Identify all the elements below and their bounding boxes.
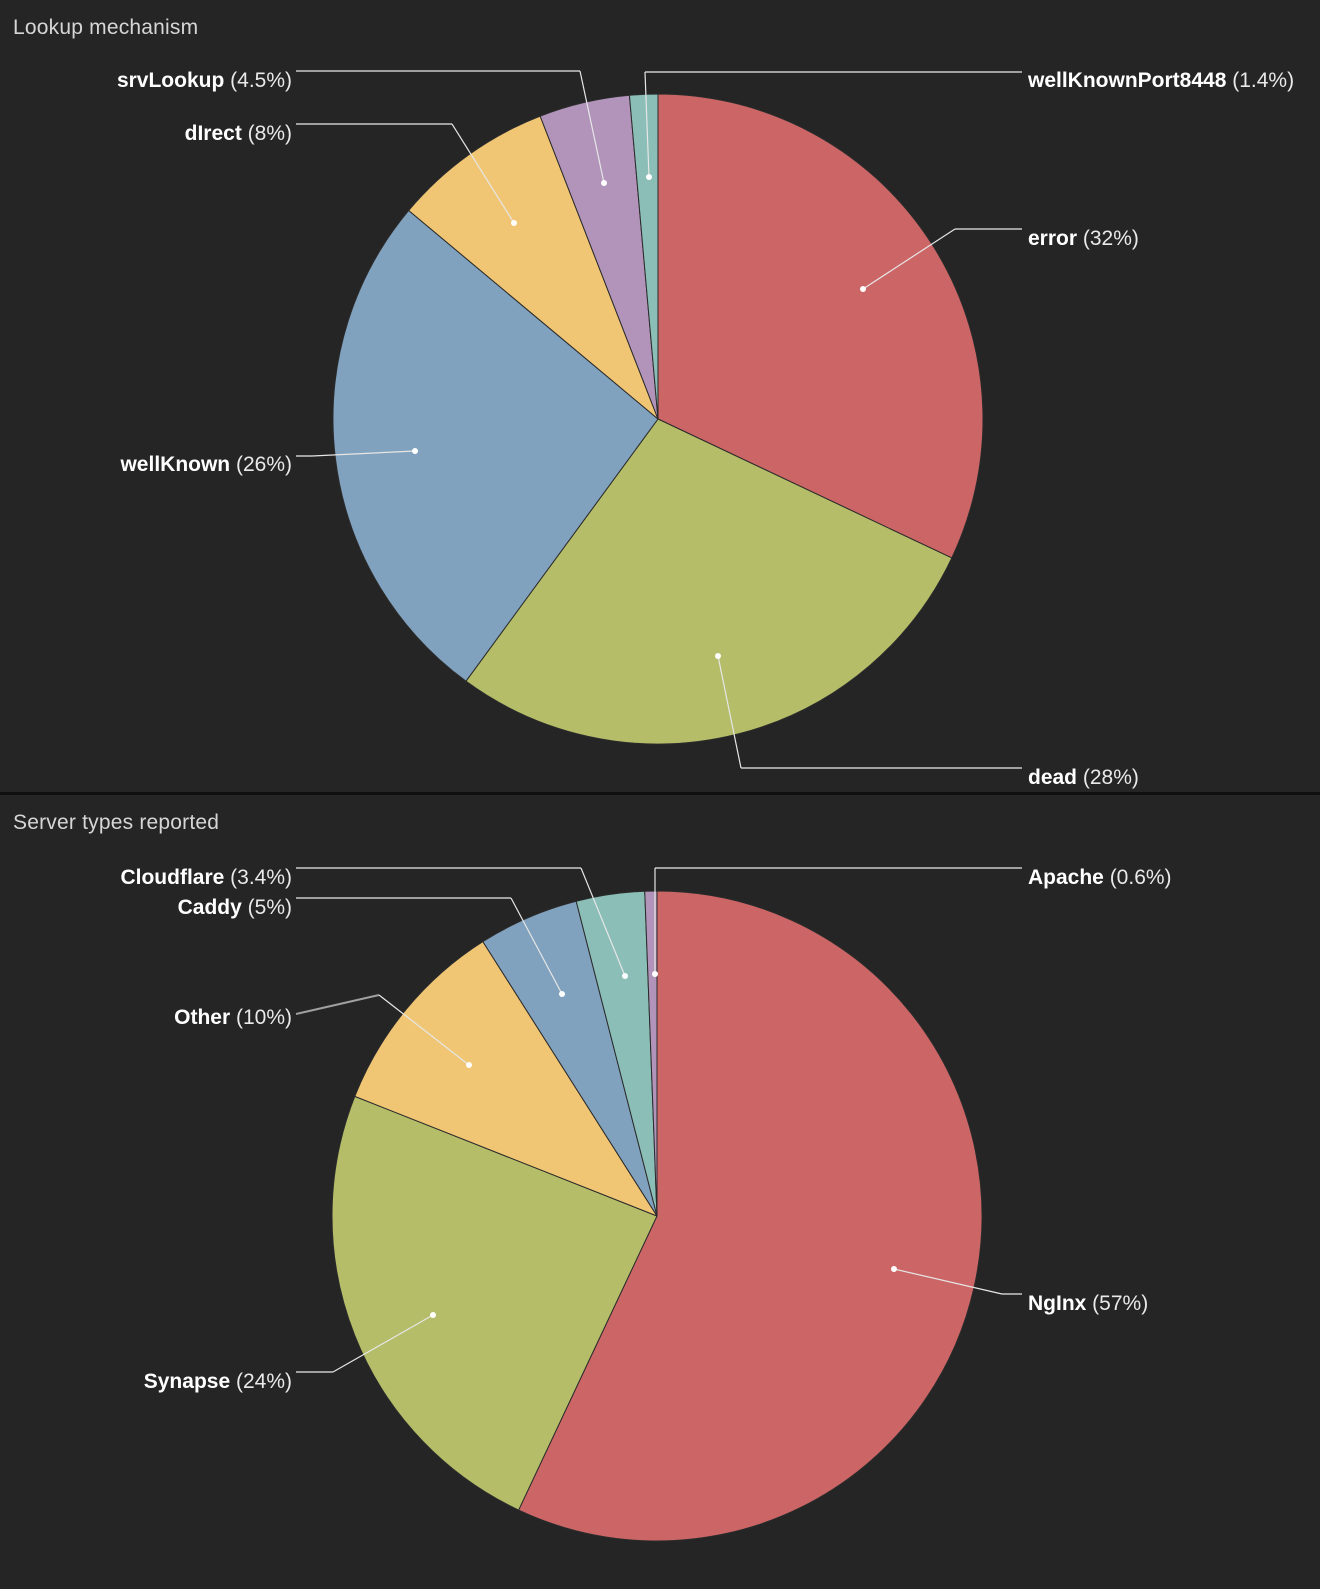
leader-line-dIrect <box>451 123 515 224</box>
leader-line-Other <box>378 994 470 1066</box>
slice-label-dIrect: dIrect (8%) <box>185 122 292 145</box>
leader-line-wellKnownPort8448 <box>644 71 650 178</box>
leader-dot-Synapse <box>430 1312 436 1318</box>
leader-dot-dead <box>715 653 721 659</box>
pie-slice-error[interactable] <box>657 93 984 559</box>
leader-dot-srvLookup <box>601 180 607 186</box>
leader-dot-Other <box>466 1062 472 1068</box>
lookup-mechanism-pie-chart: error (32%) dead (28%) wellKnown (26%) dIre… <box>117 69 1294 789</box>
pie-slice-dead[interactable] <box>465 418 953 745</box>
slice-label-Caddy: Caddy (5%) <box>178 896 292 919</box>
leader-tick-Other <box>295 994 380 1015</box>
pie-slice-dIrect[interactable] <box>408 115 659 420</box>
server-types-panel: Server types reported NgInx (57%) Synapse… <box>0 795 1320 1589</box>
leader-dot-NgInx <box>891 1266 897 1272</box>
pie-slice-wellKnown[interactable] <box>332 209 659 682</box>
slice-label-error: error (32%) <box>1028 227 1139 250</box>
pie-slice-NgInx[interactable] <box>518 890 983 1542</box>
chart-title-lookup-mechanism: Lookup mechanism <box>13 16 199 39</box>
leader-line-dead <box>717 655 742 769</box>
slice-label-Apache: Apache (0.6%) <box>1028 866 1172 889</box>
leader-dot-Apache <box>652 971 658 977</box>
pie-slice-Synapse[interactable] <box>331 1095 658 1511</box>
slice-label-wellKnownPort8448: wellKnownPort8448 (1.4%) <box>1027 69 1294 92</box>
chart-title-server-types: Server types reported <box>13 811 220 834</box>
slice-label-NgInx: NgInx (57%) <box>1028 1292 1148 1315</box>
leader-dot-error <box>860 286 866 292</box>
leader-dot-Cloudflare <box>622 973 628 979</box>
slice-label-Other: Other (10%) <box>174 1006 292 1029</box>
leader-line-Cloudflare <box>580 867 626 977</box>
slice-label-srvLookup: srvLookup (4.5%) <box>117 69 292 92</box>
leader-line-wellKnown <box>311 450 416 457</box>
server-types-pie-chart: NgInx (57%) Synapse (24%) Other (10%) Caddy… <box>120 866 1172 1542</box>
slice-label-Synapse: Synapse (24%) <box>144 1370 292 1393</box>
slice-label-dead: dead (28%) <box>1028 766 1139 789</box>
slice-label-wellKnown: wellKnown (26%) <box>119 453 292 476</box>
leader-dot-wellKnown <box>412 448 418 454</box>
slice-label-Cloudflare: Cloudflare (3.4%) <box>120 866 292 889</box>
leader-line-Caddy <box>510 897 563 995</box>
leader-line-Synapse <box>332 1314 434 1373</box>
pie-slice-Other[interactable] <box>354 941 658 1217</box>
leader-dot-wellKnownPort8448 <box>646 174 652 180</box>
leader-dot-Caddy <box>559 991 565 997</box>
lookup-mechanism-panel: Lookup mechanism error (32%) dead (28%) we… <box>0 16 1320 795</box>
leader-line-error <box>862 228 956 290</box>
leader-line-NgInx <box>893 1268 1003 1295</box>
leader-line-srvLookup <box>579 70 605 184</box>
leader-dot-dIrect <box>511 220 517 226</box>
